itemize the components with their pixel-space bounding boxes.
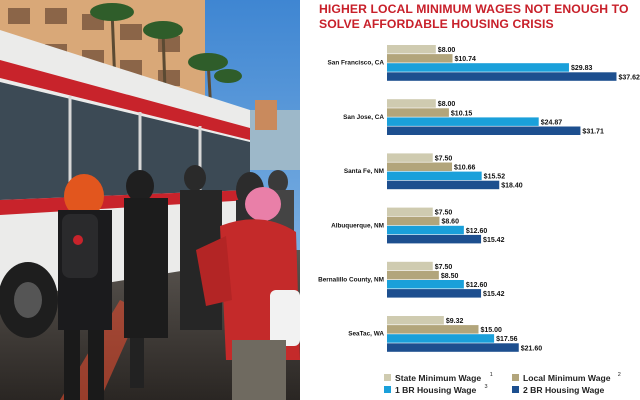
bar-1-br-housing-wage-santa-fe-nm [387, 171, 482, 181]
bar-state-minimum-wage-bernalillo-county-nm [387, 261, 433, 271]
bar-chart: San Francisco, CA $8.00 $10.74 $29.83 $37.62… [318, 45, 640, 395]
data-label-1-br-housing-wage-bernalillo-county-nm: $12.60 [466, 282, 488, 289]
legend-swatch-1-br-housing-wage [384, 386, 391, 393]
bar-local-minimum-wage-albuquerque-nm [387, 216, 440, 226]
bar-1-br-housing-wage-seatac-wa [387, 334, 495, 343]
legend-label-state-minimum-wage: State Minimum Wage [395, 373, 481, 383]
bar-2-br-housing-wage-bernalillo-county-nm [387, 289, 482, 298]
category-label-san-jose-ca: San Jose, CA [343, 114, 384, 121]
data-label-local-minimum-wage-seatac-wa: $15.00 [481, 327, 503, 334]
legend-footnote-1-br-housing-wage: 3 [485, 384, 488, 390]
bar-state-minimum-wage-albuquerque-nm [387, 207, 433, 217]
data-label-1-br-housing-wage-seatac-wa: $17.56 [496, 336, 518, 343]
bar-state-minimum-wage-san-francisco-ca [387, 45, 436, 54]
legend-swatch-state-minimum-wage [384, 374, 391, 381]
legend-label-1-br-housing-wage: 1 BR Housing Wage [395, 385, 477, 395]
category-label-san-francisco-ca: San Francisco, CA [328, 60, 385, 67]
data-label-local-minimum-wage-san-jose-ca: $10.15 [451, 110, 473, 117]
data-label-2-br-housing-wage-san-jose-ca: $31.71 [582, 129, 604, 136]
category-label-seatac-wa: SeaTac, WA [348, 331, 384, 338]
data-label-state-minimum-wage-santa-fe-nm: $7.50 [435, 155, 453, 162]
legend: State Minimum Wage 1 Local Minimum Wage 2 1 … [384, 372, 621, 395]
data-label-local-minimum-wage-santa-fe-nm: $10.66 [454, 165, 476, 172]
data-label-local-minimum-wage-albuquerque-nm: $8.60 [441, 219, 459, 226]
bar-2-br-housing-wage-albuquerque-nm [387, 234, 482, 244]
data-label-2-br-housing-wage-santa-fe-nm: $18.40 [501, 183, 523, 190]
data-label-2-br-housing-wage-bernalillo-county-nm: $15.42 [483, 291, 505, 298]
bar-state-minimum-wage-santa-fe-nm [387, 153, 433, 162]
data-label-2-br-housing-wage-seatac-wa: $21.60 [521, 345, 543, 352]
bar-1-br-housing-wage-bernalillo-county-nm [387, 280, 464, 289]
data-label-1-br-housing-wage-albuquerque-nm: $12.60 [466, 228, 488, 235]
bus-stop-photo [0, 0, 300, 400]
chart-title: HIGHER LOCAL MINIMUM WAGES NOT ENOUGH TO… [319, 2, 629, 31]
category-label-albuquerque-nm: Albuquerque, NM [331, 222, 384, 229]
data-label-state-minimum-wage-albuquerque-nm: $7.50 [435, 210, 453, 217]
bar-local-minimum-wage-seatac-wa [387, 325, 479, 334]
bar-local-minimum-wage-san-francisco-ca [387, 54, 453, 63]
chart-panel: San Francisco, CA $8.00 $10.74 $29.83 $37.62… [300, 0, 640, 400]
bar-2-br-housing-wage-san-jose-ca [387, 126, 581, 135]
legend-swatch-local-minimum-wage [512, 374, 519, 381]
bar-state-minimum-wage-san-jose-ca [387, 99, 436, 108]
legend-footnote-state-minimum-wage: 1 [490, 372, 493, 378]
bar-1-br-housing-wage-albuquerque-nm [387, 225, 464, 235]
data-label-1-br-housing-wage-san-francisco-ca: $29.83 [571, 65, 593, 72]
bar-state-minimum-wage-seatac-wa [387, 316, 444, 325]
bar-local-minimum-wage-san-jose-ca [387, 108, 449, 117]
bar-2-br-housing-wage-seatac-wa [387, 343, 519, 352]
data-label-state-minimum-wage-bernalillo-county-nm: $7.50 [435, 264, 453, 271]
legend-footnote-local-minimum-wage: 2 [618, 372, 621, 378]
bus-stop-photo-art [0, 0, 300, 400]
data-label-state-minimum-wage-san-francisco-ca: $8.00 [438, 47, 456, 54]
bar-local-minimum-wage-bernalillo-county-nm [387, 270, 439, 280]
plot-area: San Francisco, CA $8.00 $10.74 $29.83 $37.62… [318, 45, 640, 352]
bar-2-br-housing-wage-santa-fe-nm [387, 180, 500, 190]
data-label-local-minimum-wage-san-francisco-ca: $10.74 [455, 56, 477, 63]
bar-2-br-housing-wage-san-francisco-ca [387, 72, 617, 81]
data-label-state-minimum-wage-san-jose-ca: $8.00 [438, 101, 456, 108]
bar-1-br-housing-wage-san-francisco-ca [387, 63, 569, 72]
category-label-bernalillo-county-nm: Bernalillo County, NM [318, 276, 384, 283]
data-label-2-br-housing-wage-albuquerque-nm: $15.42 [483, 237, 505, 244]
bar-local-minimum-wage-santa-fe-nm [387, 162, 453, 171]
data-label-1-br-housing-wage-san-jose-ca: $24.87 [541, 119, 563, 126]
data-label-1-br-housing-wage-santa-fe-nm: $15.52 [484, 174, 506, 181]
category-label-santa-fe-nm: Santa Fe, NM [344, 168, 384, 175]
data-label-local-minimum-wage-bernalillo-county-nm: $8.50 [441, 273, 459, 280]
data-label-state-minimum-wage-seatac-wa: $9.32 [446, 318, 464, 325]
legend-label-local-minimum-wage: Local Minimum Wage [523, 373, 611, 383]
legend-label-2-br-housing-wage: 2 BR Housing Wage [523, 385, 605, 395]
legend-swatch-2-br-housing-wage [512, 386, 519, 393]
bar-1-br-housing-wage-san-jose-ca [387, 117, 539, 126]
data-label-2-br-housing-wage-san-francisco-ca: $37.62 [618, 74, 640, 81]
